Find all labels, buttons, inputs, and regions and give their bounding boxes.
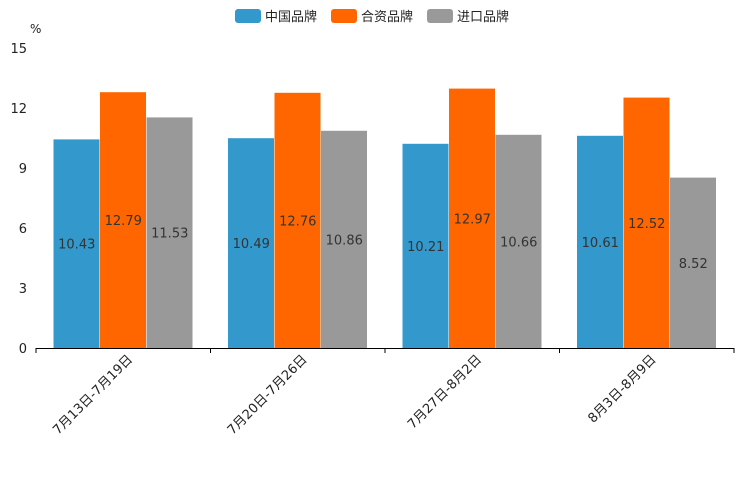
bar (670, 177, 716, 348)
legend-swatch (427, 9, 453, 23)
bar-labels: 10.43 10.49 10.21 10.61 12.79 12.76 12.97 12.52… (58, 212, 708, 271)
bar (577, 135, 623, 348)
legend: 中国品牌 合资品牌 进口品牌 (235, 9, 509, 25)
bar (623, 97, 670, 348)
x-tick-label: 7月27日-8月2日 (405, 352, 485, 432)
bar (274, 92, 321, 348)
legend-label: 合资品牌 (361, 9, 413, 25)
y-tick-label: 9 (19, 162, 27, 177)
bar-value-label: 10.49 (233, 237, 270, 252)
y-tick-label: 0 (19, 342, 27, 357)
x-tick-label: 7月13日-7月19日 (50, 352, 136, 438)
bar (495, 134, 542, 348)
bar (449, 88, 495, 348)
x-tick-label: 8月3日-8月9日 (585, 352, 659, 426)
y-tick-label: 3 (19, 282, 27, 297)
bar-value-label: 12.97 (454, 212, 491, 227)
y-tick-label: 6 (19, 222, 27, 237)
y-tick-label: 12 (10, 102, 27, 117)
bars (53, 88, 716, 349)
bar-value-label: 10.86 (326, 233, 363, 248)
bar (321, 130, 367, 348)
bar-value-label: 11.53 (151, 227, 188, 242)
y-tick-label: 15 (10, 42, 27, 57)
x-tick-label: 7月20日-7月26日 (225, 352, 311, 438)
legend-label: 进口品牌 (457, 9, 509, 25)
legend-label: 中国品牌 (265, 9, 317, 25)
bar-value-label: 12.52 (628, 217, 665, 232)
legend-swatch (331, 9, 357, 23)
bar-value-label: 12.76 (279, 214, 316, 229)
bar-value-label: 10.21 (407, 240, 444, 255)
bar (228, 138, 274, 348)
bar-value-label: 8.52 (679, 257, 708, 272)
x-axis: 7月13日-7月19日 7月20日-7月26日 7月27日-8月2日 8月3日-8月9… (35, 348, 735, 438)
legend-swatch (235, 9, 261, 23)
y-axis-unit-label: % (30, 22, 41, 36)
bar-value-label: 12.79 (105, 214, 142, 229)
bar (53, 139, 100, 348)
bar-value-label: 10.61 (582, 236, 619, 251)
y-axis: 0 3 6 9 12 15 (10, 42, 27, 357)
bar (146, 117, 193, 349)
bar-value-label: 10.43 (58, 238, 95, 253)
bar-value-label: 10.66 (500, 235, 537, 250)
bar (100, 92, 146, 348)
bar (402, 143, 449, 348)
